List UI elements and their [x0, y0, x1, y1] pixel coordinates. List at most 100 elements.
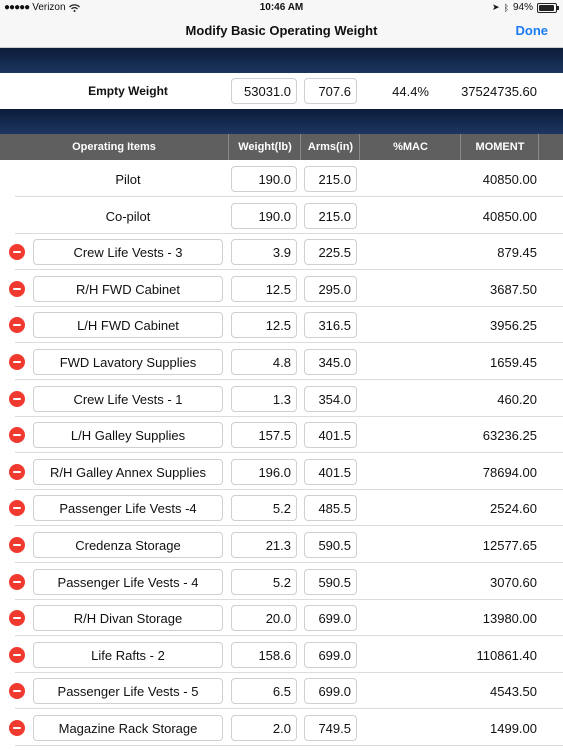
status-right: ➤ ᛒ 94% — [492, 2, 559, 13]
item-name-field[interactable]: Crew Life Vests - 3 — [33, 239, 223, 266]
item-name-field[interactable]: Passenger Life Vests - 4 — [33, 568, 223, 595]
weight-field[interactable]: 1.3 — [231, 385, 297, 412]
item-name-field[interactable]: R/H Divan Storage — [33, 605, 223, 632]
status-left: ●●●●● Verizon — [4, 2, 80, 13]
row-divider — [15, 415, 563, 417]
weight-field[interactable]: 6.5 — [231, 678, 297, 705]
table-row: Crew Life Vests - 3 3.9 225.5 879.45 — [0, 234, 563, 271]
weight-field[interactable]: 196.0 — [231, 458, 297, 485]
delete-row-icon[interactable] — [9, 610, 25, 627]
item-name-field[interactable]: Passenger Life Vests - 5 — [33, 678, 223, 705]
weight-field[interactable]: 5.2 — [231, 495, 297, 522]
arm-field[interactable]: 345.0 — [304, 349, 357, 375]
weight-field[interactable]: 157.5 — [231, 422, 297, 449]
row-divider — [15, 269, 563, 271]
location-arrow-icon: ➤ — [492, 2, 500, 12]
moment-value: 40850.00 — [482, 208, 537, 224]
row-divider — [15, 708, 563, 710]
delete-row-icon[interactable] — [9, 390, 25, 407]
row-divider — [15, 196, 563, 197]
delete-row-icon[interactable] — [9, 720, 25, 736]
weight-field[interactable]: 190.0 — [231, 166, 297, 192]
arm-field[interactable]: 699.0 — [304, 678, 357, 705]
row-divider — [15, 452, 563, 454]
arm-field[interactable]: 590.5 — [304, 532, 357, 558]
carrier-label: Verizon — [32, 2, 66, 13]
battery-icon — [537, 2, 559, 13]
moment-value: 2524.60 — [490, 501, 537, 517]
table-row: Pilot 190.0 215.0 40850.00 — [0, 161, 563, 197]
item-name-field[interactable]: Life Rafts - 2 — [33, 641, 223, 668]
table-row: Co-pilot 190.0 215.0 40850.00 — [0, 197, 563, 234]
item-name-field[interactable]: Magazine Rack Storage — [33, 715, 223, 741]
arm-field[interactable]: 215.0 — [304, 202, 357, 229]
item-name-field[interactable]: FWD Lavatory Supplies — [33, 349, 223, 375]
delete-row-icon[interactable] — [9, 537, 25, 553]
arm-field[interactable]: 749.5 — [304, 715, 357, 741]
arm-field[interactable]: 699.0 — [304, 605, 357, 632]
weight-field[interactable]: 158.6 — [231, 641, 297, 668]
arm-field[interactable]: 485.5 — [304, 495, 357, 522]
delete-row-icon[interactable] — [9, 244, 25, 261]
moment-value: 1499.00 — [490, 721, 537, 736]
moment-value: 110861.40 — [476, 647, 538, 663]
item-name-field[interactable]: Passenger Life Vests -4 — [33, 495, 223, 522]
header-spacer — [538, 134, 563, 160]
delete-row-icon[interactable] — [9, 317, 25, 334]
row-divider — [15, 232, 563, 234]
weight-field[interactable]: 21.3 — [231, 532, 297, 558]
arm-field[interactable]: 316.5 — [304, 312, 357, 339]
table-row: L/H Galley Supplies 157.5 401.5 63236.25 — [0, 417, 563, 454]
empty-arm-field[interactable]: 707.6 — [304, 78, 357, 104]
empty-mac-value: 44.4% — [392, 84, 429, 99]
empty-weight-row: Empty Weight 53031.0 707.6 44.4% 3752473… — [0, 73, 563, 109]
weight-field[interactable]: 2.0 — [231, 715, 297, 741]
delete-row-icon[interactable] — [9, 500, 25, 517]
weight-field[interactable]: 12.5 — [231, 312, 297, 339]
weight-field[interactable]: 12.5 — [231, 275, 297, 302]
row-divider — [15, 562, 563, 563]
item-name-field[interactable]: R/H FWD Cabinet — [33, 275, 223, 302]
empty-weight-field[interactable]: 53031.0 — [231, 78, 297, 104]
item-name-field[interactable]: R/H Galley Annex Supplies — [33, 458, 223, 485]
delete-row-icon[interactable] — [9, 354, 25, 370]
section-band-bottom — [0, 109, 563, 134]
arm-field[interactable]: 401.5 — [304, 458, 357, 485]
weight-field[interactable]: 5.2 — [231, 568, 297, 595]
arm-field[interactable]: 225.5 — [304, 239, 357, 266]
delete-row-icon[interactable] — [9, 280, 25, 297]
signal-dots-icon: ●●●●● — [4, 2, 30, 13]
status-bar: ●●●●● Verizon 10:46 AM ➤ ᛒ 94% — [0, 0, 563, 16]
arm-field[interactable]: 354.0 — [304, 385, 357, 412]
table-row: L/H FWD Cabinet 12.5 316.5 3956.25 — [0, 307, 563, 344]
weight-field[interactable]: 190.0 — [231, 202, 297, 229]
table-row: Life Rafts - 2 158.6 699.0 110861.40 — [0, 636, 563, 673]
delete-row-icon[interactable] — [9, 646, 25, 663]
header-arms: Arms(in) — [300, 134, 360, 160]
arm-field[interactable]: 215.0 — [304, 166, 357, 192]
done-button[interactable]: Done — [515, 23, 549, 38]
delete-row-icon[interactable] — [9, 427, 25, 444]
header-mac: %MAC — [359, 134, 461, 160]
table-header: Operating Items Weight(lb) Arms(in) %MAC… — [0, 134, 563, 160]
item-name-field[interactable]: Crew Life Vests - 1 — [33, 385, 223, 412]
weight-field[interactable]: 4.8 — [231, 349, 297, 375]
moment-value: 1659.45 — [490, 355, 537, 370]
item-name-field[interactable]: L/H Galley Supplies — [33, 422, 223, 449]
weight-field[interactable]: 20.0 — [231, 605, 297, 632]
table-row: R/H Divan Storage 20.0 699.0 13980.00 — [0, 600, 563, 637]
arm-field[interactable]: 699.0 — [304, 641, 357, 668]
arm-field[interactable]: 590.5 — [304, 568, 357, 595]
delete-row-icon[interactable] — [9, 573, 25, 590]
table-row: Passenger Life Vests -4 5.2 485.5 2524.60 — [0, 490, 563, 527]
delete-row-icon[interactable] — [9, 683, 25, 700]
delete-row-icon[interactable] — [9, 463, 25, 480]
arm-field[interactable]: 401.5 — [304, 422, 357, 449]
row-divider — [15, 342, 563, 344]
arm-field[interactable]: 295.0 — [304, 275, 357, 302]
moment-value: 3070.60 — [490, 574, 537, 590]
item-name-field[interactable]: Credenza Storage — [33, 532, 223, 558]
header-weight: Weight(lb) — [228, 134, 301, 160]
item-name-field[interactable]: L/H FWD Cabinet — [33, 312, 223, 339]
weight-field[interactable]: 3.9 — [231, 239, 297, 266]
